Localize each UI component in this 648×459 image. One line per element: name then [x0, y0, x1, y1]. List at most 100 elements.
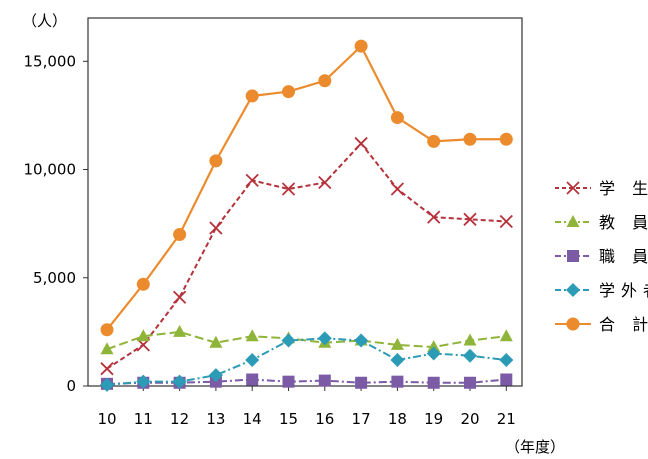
legend-marker [566, 283, 580, 297]
x-axis-ticks: 10 11 12 13 14 15 16 17 18 19 20 21 [97, 386, 516, 428]
data-point [427, 134, 441, 148]
legend-item: 学 生 [555, 179, 648, 198]
x-marker-stroke [318, 175, 332, 190]
y-axis-ticks: 0 5,000 10,000 15,000 [24, 52, 88, 395]
x-marker-stroke [499, 214, 513, 229]
x-tick-label: 13 [206, 410, 225, 428]
data-point [354, 136, 368, 151]
x-tick-label: 17 [352, 410, 371, 428]
legend-label: 学外者 [599, 281, 648, 300]
data-point [500, 373, 513, 386]
x-marker-stroke [463, 212, 477, 226]
data-point [390, 182, 405, 196]
data-point [499, 329, 513, 342]
data-point [245, 173, 259, 187]
x-marker-stroke [100, 362, 114, 376]
y-tick-label: 0 [66, 377, 76, 395]
plot-frame [87, 17, 523, 387]
x-marker-stroke [245, 173, 259, 187]
data-point [100, 323, 114, 337]
y-unit-label: （人） [22, 12, 67, 30]
x-marker-stroke [209, 221, 223, 235]
data-point [463, 348, 477, 363]
data-point [209, 335, 223, 348]
y-tick-label: 5,000 [33, 269, 76, 287]
data-point [390, 111, 404, 125]
data-point [318, 175, 332, 190]
x-tick-label: 20 [460, 410, 479, 428]
series-diamond [100, 331, 514, 392]
x-tick-label: 19 [424, 410, 443, 428]
data-point [209, 154, 223, 168]
series-x [100, 136, 513, 376]
data-point [354, 39, 368, 53]
data-point [463, 333, 477, 346]
data-point [355, 376, 368, 389]
data-point [390, 353, 405, 368]
legend-label: 教 員 [599, 213, 648, 232]
legend-label: 職 員 [599, 247, 648, 266]
data-point [499, 353, 514, 368]
data-point [281, 182, 296, 196]
data-point [499, 214, 513, 229]
data-point [209, 221, 223, 235]
x-marker-stroke [354, 136, 368, 151]
data-point [100, 342, 114, 355]
data-point [136, 329, 150, 342]
legend-marker [566, 181, 580, 195]
x-unit-label: （年度） [505, 438, 565, 456]
x-marker-stroke [427, 210, 441, 224]
data-point [463, 212, 477, 226]
data-point [245, 353, 260, 368]
data-point [246, 373, 259, 386]
x-marker-stroke [281, 182, 296, 196]
series-group [100, 39, 514, 392]
x-marker-stroke [566, 181, 580, 195]
legend-label: 合 計 [599, 315, 648, 334]
series-circle [100, 39, 513, 337]
x-tick-label: 12 [170, 410, 189, 428]
data-point [245, 329, 259, 342]
y-tick-label: 15,000 [24, 52, 77, 70]
series-line [106, 142, 507, 370]
data-point [427, 340, 441, 353]
x-tick-label: 11 [134, 410, 153, 428]
legend-marker [566, 215, 580, 227]
data-point [499, 132, 513, 146]
data-point [318, 374, 331, 387]
series-line [106, 330, 507, 351]
data-point [317, 331, 332, 346]
data-point [427, 210, 441, 224]
data-point [208, 368, 223, 383]
data-point [282, 375, 295, 388]
legend-marker [567, 250, 579, 262]
data-point [463, 132, 477, 146]
data-point [245, 89, 259, 103]
data-point [173, 324, 187, 337]
series-line [106, 44, 507, 331]
data-point [100, 377, 114, 392]
data-point [172, 374, 187, 389]
data-point [136, 374, 151, 389]
y-tick-label: 10,000 [24, 161, 77, 179]
x-tick-label: 15 [279, 410, 298, 428]
data-point [427, 376, 440, 389]
legend-label: 学 生 [599, 179, 648, 198]
x-tick-label: 10 [97, 410, 116, 428]
x-tick-label: 16 [315, 410, 334, 428]
legend-marker [566, 317, 580, 331]
data-point [100, 362, 114, 376]
data-point [426, 346, 441, 361]
series-line [106, 378, 507, 385]
legend: 学 生教 員職 員学外者合 計 [555, 179, 648, 334]
data-point [354, 333, 369, 348]
legend-item: 合 計 [555, 315, 648, 334]
legend-item: 学外者 [555, 281, 648, 300]
data-point [391, 375, 404, 388]
data-point [390, 337, 404, 350]
x-marker-stroke [390, 182, 405, 196]
data-point [464, 376, 476, 389]
x-tick-label: 21 [497, 410, 516, 428]
x-tick-label: 14 [243, 410, 262, 428]
